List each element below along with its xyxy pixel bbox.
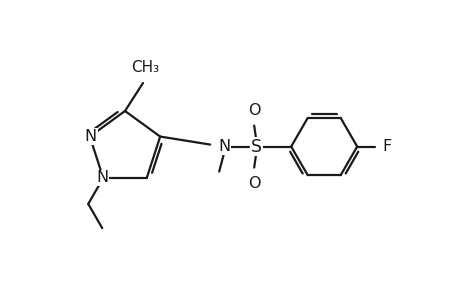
Text: O: O xyxy=(247,176,260,190)
Text: N: N xyxy=(96,170,108,185)
Text: N: N xyxy=(84,129,97,144)
Text: CH₃: CH₃ xyxy=(131,60,159,75)
Text: N: N xyxy=(218,139,230,154)
Text: S: S xyxy=(250,138,261,156)
Text: O: O xyxy=(247,103,260,118)
Text: F: F xyxy=(381,139,391,154)
